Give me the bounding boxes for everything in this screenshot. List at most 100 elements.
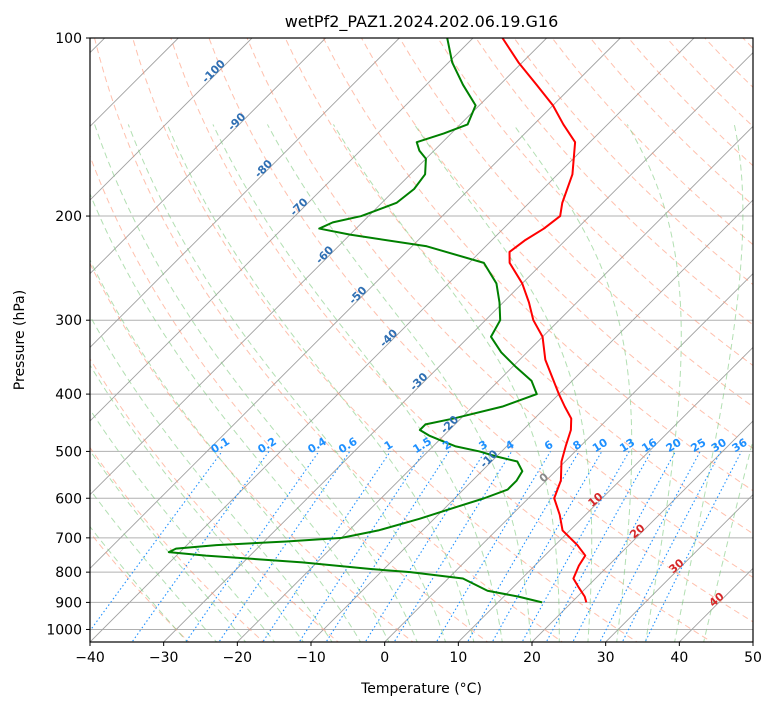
mixing-ratio-label: 0.4	[305, 435, 329, 457]
moist-adiabat	[513, 124, 633, 642]
dry-adiabat	[90, 154, 489, 642]
x-tick-label: 10	[449, 650, 467, 666]
moist-adiabat	[90, 525, 188, 642]
x-tick-label: 30	[597, 650, 615, 666]
isotherm-line	[90, 38, 621, 569]
dry-adiabat-label: -30	[407, 370, 430, 393]
x-tick-label: −30	[149, 650, 179, 666]
mixing-ratio-line	[466, 451, 580, 642]
dry-adiabat-label: -50	[346, 284, 369, 307]
isotherm-line	[679, 567, 753, 642]
mixing-ratio-label: 10	[590, 436, 610, 455]
dry-adiabat	[94, 38, 564, 642]
dry-adiabat-label: -90	[225, 110, 248, 133]
chart-title: wetPf2_PAZ1.2024.202.06.19.G16	[285, 12, 559, 32]
y-axis-title: Pressure (hPa)	[12, 290, 28, 390]
dry-adiabat	[246, 38, 753, 578]
isotherm-line	[90, 38, 695, 642]
moist-adiabat	[266, 124, 532, 642]
y-axis: 100 200 300 400 500 600 700 800 900 1000	[46, 31, 90, 638]
dry-adiabat	[90, 262, 414, 642]
mixing-ratio-label: 25	[688, 436, 708, 455]
mixing-ratio-label: 0.1	[209, 435, 232, 456]
x-axis-title: Temperature (°C)	[360, 681, 482, 697]
mixing-ratio-label: 1.5	[411, 435, 434, 456]
x-tick-label: −10	[296, 650, 326, 666]
y-tick-label: 600	[55, 491, 82, 507]
dry-adiabat-label: -100	[199, 57, 228, 86]
x-tick-label: 0	[380, 650, 389, 666]
x-tick-label: 20	[523, 650, 541, 666]
mixing-ratio-label: 36	[730, 436, 750, 455]
isotherm-line	[90, 38, 474, 422]
moist-adiabat	[703, 438, 753, 642]
dry-adiabat	[90, 446, 265, 642]
dry-adiabat	[589, 38, 753, 206]
isotherm-line	[458, 346, 753, 642]
isotherm-line	[310, 199, 753, 642]
y-tick-label: 800	[55, 565, 82, 581]
dry-adiabat	[399, 38, 753, 408]
dry-adiabat-label: -80	[252, 157, 275, 180]
moist-adiabat	[166, 124, 475, 642]
profile-layer	[167, 38, 588, 604]
dry-adiabat	[475, 38, 753, 326]
dewpoint-profile	[167, 38, 543, 604]
y-tick-label: 300	[55, 313, 82, 329]
mixing-ratio-line	[393, 451, 513, 642]
mixing-ratio-line	[621, 451, 722, 642]
y-tick-label: 100	[55, 31, 82, 47]
moist-adiabat	[94, 124, 418, 642]
isotherm-line	[90, 38, 253, 201]
dry-adiabat	[90, 357, 340, 642]
mixing-ratio-line	[131, 451, 270, 642]
moist-adiabat-label: 20	[628, 521, 648, 541]
mixing-ratio-label: 6	[542, 438, 556, 453]
mixing-ratio-line	[435, 451, 552, 642]
dry-adiabat-label: -20	[438, 413, 461, 436]
mixing-ratio-line	[644, 451, 742, 642]
mixing-ratio-line	[262, 451, 391, 642]
dry-adiabat	[170, 38, 713, 642]
moist-adiabat-label: 10	[586, 490, 606, 510]
dry-adiabat	[742, 38, 753, 49]
isotherm-line	[163, 52, 753, 642]
moist-adiabat-label: 40	[707, 590, 727, 610]
mixing-ratio-line	[218, 451, 351, 642]
mixing-ratio-line	[90, 451, 223, 632]
x-tick-label: −40	[75, 650, 105, 666]
dry-adiabat-label: -60	[313, 243, 336, 266]
dry-adiabat-label: -70	[287, 195, 310, 218]
moist-adiabat	[90, 488, 218, 642]
mixing-ratio-line	[545, 451, 652, 642]
isotherm-line	[531, 420, 753, 642]
dry-adiabat-label: -40	[377, 326, 400, 349]
mixing-ratio-label: 8	[571, 438, 584, 453]
moist-adiabat	[212, 124, 503, 642]
curve-label-layer: 0.1 0.2 0.4 0.6 1 1.5 2 3 4 6 8 10 13 16 20 25 30 36-100-…	[199, 57, 750, 610]
temperature-profile	[501, 38, 588, 603]
dry-adiabat	[322, 38, 753, 492]
mixing-ratio-label: 20	[664, 436, 684, 455]
dry-adiabat	[551, 38, 753, 246]
isotherm-line	[90, 38, 326, 275]
x-tick-label: 50	[744, 650, 762, 666]
x-tick-label: 40	[670, 650, 688, 666]
y-tick-label: 200	[55, 209, 82, 225]
moist-adiabat	[333, 124, 560, 642]
dry-adiabat	[208, 38, 753, 623]
mixing-ratio-line	[185, 451, 320, 642]
moist-adiabat	[127, 124, 447, 642]
isotherm-line	[752, 641, 753, 642]
isotherm-line	[384, 273, 753, 642]
moist-adiabat	[413, 124, 593, 642]
y-tick-label: 500	[55, 444, 82, 460]
isotherm-line	[90, 38, 400, 348]
moist-adiabat	[90, 258, 362, 642]
dry-adiabat	[284, 38, 753, 535]
dry-adiabat	[132, 38, 638, 642]
plot-frame	[89, 37, 754, 643]
isotherm-line	[90, 38, 547, 496]
moist-adiabat-label: 30	[666, 556, 686, 576]
